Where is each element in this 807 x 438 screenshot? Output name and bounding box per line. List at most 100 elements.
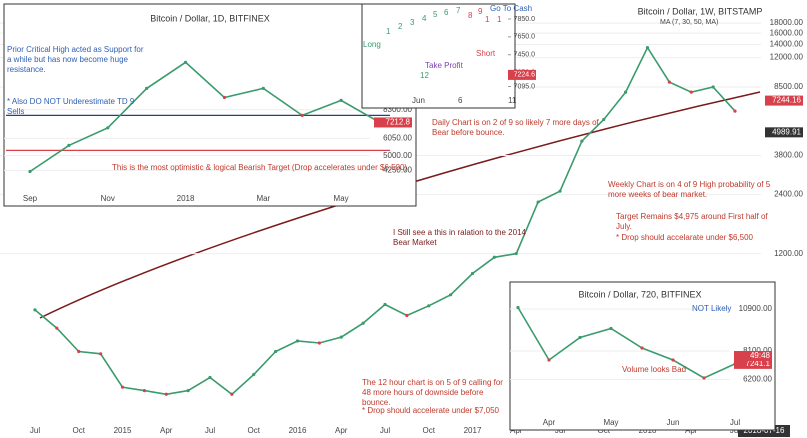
x-tick-label: Jul [555, 426, 565, 435]
price-point [602, 117, 606, 122]
td-label: 3 [410, 18, 415, 27]
td-tick-label: 7450.0 [514, 52, 536, 59]
price-line [517, 307, 736, 379]
price-point [145, 86, 149, 91]
price-marker [765, 95, 803, 106]
price-point [67, 143, 71, 147]
td-label: 2 [398, 22, 403, 31]
x-tick-label: Apr [510, 426, 523, 435]
x-tick-label: 2018 [639, 426, 657, 435]
x-tick-label: Jul [730, 418, 740, 427]
td-label: Long [363, 40, 381, 49]
td-inset-frame [361, 3, 516, 109]
td-label: 1 [485, 15, 490, 24]
td-label: 12 [420, 71, 429, 80]
td-label: 1 [497, 15, 502, 24]
td-label: Short [476, 49, 496, 58]
price-point [645, 46, 650, 50]
td-label: 4 [422, 14, 427, 23]
price-point [317, 341, 321, 345]
price-point [230, 392, 234, 396]
x-tick-label: Oct [73, 426, 86, 435]
price-point [667, 80, 671, 84]
x-tick-label: May [334, 194, 349, 203]
y-tick-label: 6200.00 [743, 375, 772, 384]
price-point [252, 372, 256, 377]
price-point [405, 313, 409, 318]
price-point [295, 339, 300, 343]
price-point [186, 389, 190, 393]
y-tick-label: 8300.00 [383, 105, 412, 114]
price-point [33, 308, 37, 312]
y-tick-label: 18000.00 [770, 18, 804, 27]
annotation: Target Remains $4,975 around First half … [616, 212, 768, 231]
td-tick-label: 7850.0 [514, 16, 536, 23]
td-label: 9 [478, 7, 483, 16]
y-tick-label: 1200.00 [774, 249, 803, 258]
price-point [427, 304, 431, 308]
x-tick-label: Jun [667, 418, 680, 427]
price-point [361, 321, 365, 325]
y-tick-label: 8500.00 [774, 82, 803, 91]
x-tick-label: Jul [380, 426, 390, 435]
price-line [29, 61, 381, 173]
y-tick-label: 6050.00 [383, 133, 412, 142]
price-point [142, 389, 146, 393]
price-point [55, 326, 59, 330]
price-point [28, 169, 32, 174]
x-tick-label: Oct [248, 426, 261, 435]
x-tick-label: Jul [205, 426, 215, 435]
td-label: 6 [444, 8, 449, 17]
annotation: * Drop should accelarate under $6,500 [616, 233, 753, 242]
price-marker-label: 4989.91 [772, 127, 801, 136]
x-tick-label: Apr [160, 426, 173, 435]
price-point [383, 302, 387, 307]
annotation: The 12 hour chart is on 5 of 9 calling f… [362, 378, 503, 407]
td-label: Go To Cash [490, 4, 532, 13]
price-point [624, 90, 628, 94]
inset-frame [3, 3, 417, 207]
x-tick-label: Sep [23, 194, 38, 203]
x-tick-label: Oct [598, 426, 611, 435]
price-point [449, 293, 453, 297]
td-marker [508, 69, 536, 80]
price-marker-label: 7244.16 [772, 96, 801, 105]
price-point [99, 352, 103, 356]
price-point [183, 60, 188, 64]
price-point [671, 358, 675, 362]
annotation: Prior Critical High acted as Support for… [7, 45, 144, 74]
price-point [514, 252, 518, 256]
x-tick-label: Mar [256, 194, 270, 203]
countdown-box [734, 351, 772, 361]
x-tick-label: May [603, 418, 618, 427]
price-point [120, 385, 125, 389]
price-marker-label: 7212.8 [386, 118, 411, 127]
price-point [300, 113, 304, 117]
annotation: This is the most optimistic & logical Be… [112, 163, 408, 172]
annotation: * Also DO NOT Underestimate TD 9 Sells [7, 97, 135, 116]
x-tick-label: Apr [685, 426, 698, 435]
countdown: 49:48 [750, 351, 771, 360]
x-tick-label: Apr [335, 426, 348, 435]
x-tick-label: 2017 [464, 426, 482, 435]
price-point [516, 305, 520, 310]
price-point [702, 376, 706, 380]
td-tick-label: 7650.0 [514, 34, 536, 41]
td-label: 5 [433, 10, 438, 19]
chart-subtitle: MA (7, 30, 50, MA) [660, 19, 718, 26]
x-tick-label: 2018 [177, 194, 195, 203]
x-tick-label: Jul [730, 426, 740, 435]
price-point [274, 349, 278, 354]
price-marker [374, 117, 412, 128]
price-point [164, 392, 168, 396]
price-marker [734, 358, 772, 369]
price-point [609, 326, 613, 331]
td-label: 8 [468, 11, 473, 20]
chart-title: Bitcoin / Dollar, 1W, BITSTAMP [638, 6, 763, 16]
price-point [492, 255, 496, 259]
price-marker-label: 7241.1 [746, 359, 771, 368]
x-tick-label: 2016 [289, 426, 307, 435]
price-point [580, 139, 584, 143]
price-point [689, 90, 693, 94]
